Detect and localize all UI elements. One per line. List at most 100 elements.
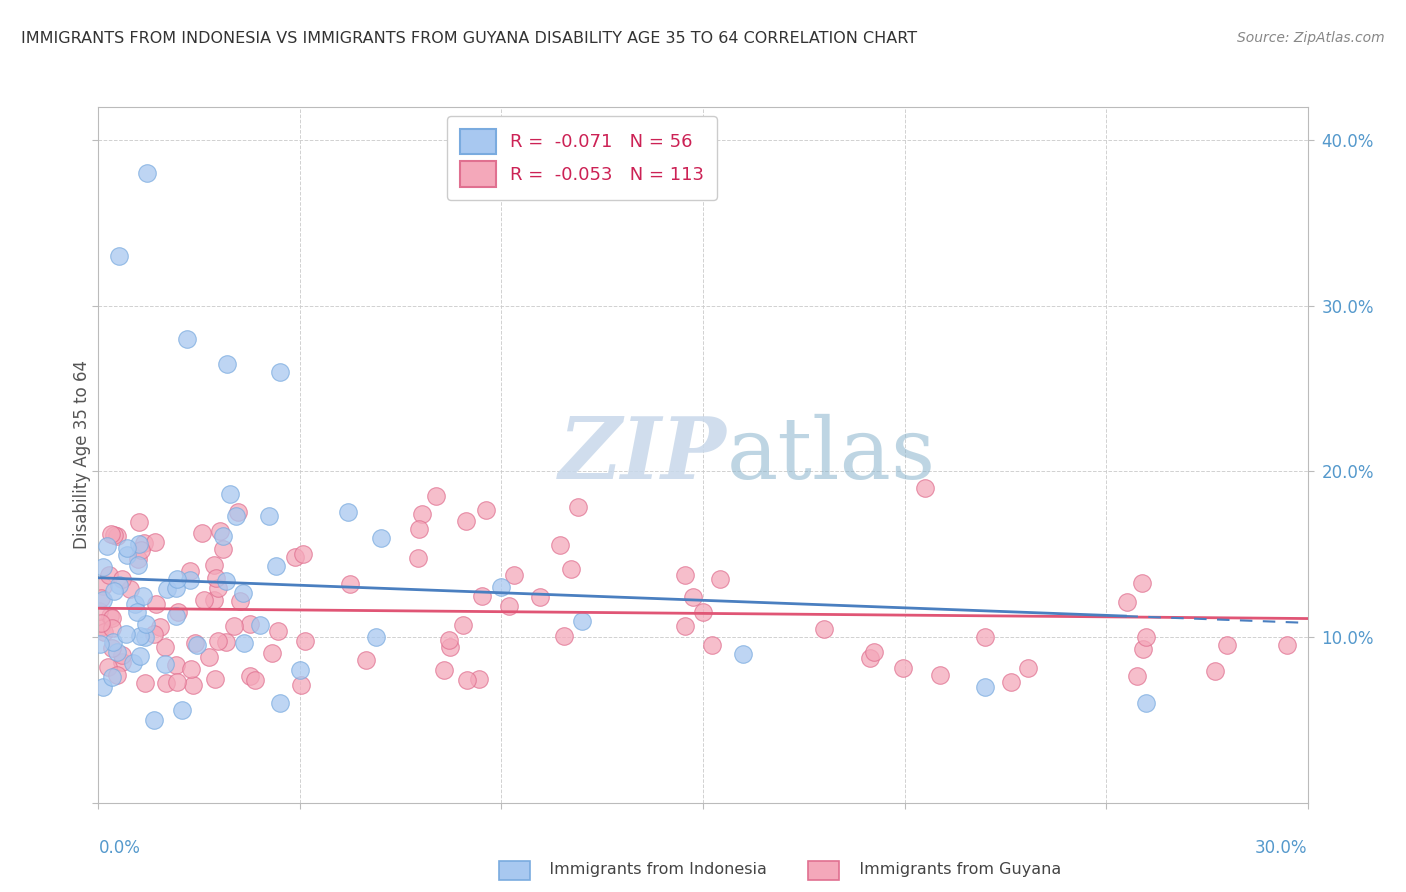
Point (1000, 674, 1022, 689)
Point (702, 638, 724, 652)
Point (134, 631, 156, 645)
Point (239, 617, 262, 632)
Point (439, 632, 461, 647)
Point (120, 582, 142, 596)
Point (243, 673, 266, 688)
Point (149, 620, 172, 634)
Point (115, 541, 138, 555)
Point (215, 635, 238, 649)
Point (142, 627, 165, 641)
Point (228, 593, 250, 607)
Point (101, 670, 124, 684)
Point (673, 619, 696, 633)
Point (91, 680, 114, 694)
Point (288, 663, 311, 677)
Point (262, 646, 284, 660)
Point (456, 673, 478, 687)
Point (165, 608, 187, 623)
Point (284, 550, 307, 565)
Point (135, 617, 157, 632)
Point (1277, 639, 1299, 653)
Point (90, 591, 112, 606)
Point (264, 559, 287, 574)
Point (682, 590, 704, 604)
Point (156, 582, 179, 596)
Point (212, 529, 235, 543)
Point (176, 332, 198, 346)
Text: IMMIGRANTS FROM INDONESIA VS IMMIGRANTS FROM GUYANA DISABILITY AGE 35 TO 64 CORR: IMMIGRANTS FROM INDONESIA VS IMMIGRANTS … (21, 31, 917, 46)
Point (222, 618, 245, 632)
Text: atlas: atlas (727, 413, 936, 497)
Point (179, 573, 201, 587)
Point (101, 635, 124, 649)
Point (181, 678, 204, 692)
Point (498, 599, 520, 613)
Point (202, 558, 225, 572)
Point (471, 589, 494, 603)
Point (128, 516, 150, 530)
Point (571, 614, 593, 628)
Point (560, 562, 582, 576)
Point (165, 581, 187, 595)
Point (172, 703, 194, 717)
Point (1116, 595, 1139, 609)
Point (529, 591, 551, 605)
Point (134, 676, 156, 690)
Point (101, 641, 124, 656)
Point (98, 609, 121, 624)
Point (408, 550, 430, 565)
Point (217, 357, 239, 371)
Text: Immigrants from Indonesia: Immigrants from Indonesia (534, 863, 768, 877)
Point (411, 507, 433, 521)
Point (180, 662, 202, 676)
Text: Source: ZipAtlas.com: Source: ZipAtlas.com (1237, 31, 1385, 45)
Point (692, 605, 714, 619)
Point (337, 505, 360, 519)
Point (553, 629, 575, 643)
Point (1204, 664, 1226, 678)
Point (91, 579, 114, 593)
Point (269, 696, 291, 710)
Point (91, 560, 114, 574)
Point (454, 514, 477, 528)
Point (191, 526, 214, 541)
Point (135, 166, 157, 180)
Point (127, 552, 149, 566)
Point (219, 487, 242, 501)
Point (813, 622, 835, 636)
Point (193, 593, 215, 607)
Point (207, 581, 229, 595)
Point (198, 649, 221, 664)
Point (1135, 630, 1157, 644)
Point (129, 542, 152, 557)
Point (207, 634, 229, 648)
Point (1017, 661, 1039, 675)
Point (90, 616, 112, 631)
Point (356, 653, 378, 667)
Point (208, 524, 231, 538)
Point (129, 629, 152, 643)
Point (101, 610, 124, 624)
Point (503, 568, 526, 582)
Point (1126, 669, 1149, 683)
Point (115, 627, 138, 641)
Point (184, 636, 207, 650)
Point (105, 645, 128, 659)
Point (142, 713, 165, 727)
Point (143, 535, 166, 549)
Point (153, 640, 176, 654)
Point (96, 539, 118, 553)
Point (93, 624, 115, 639)
Legend: R =  -0.071   N = 56, R =  -0.053   N = 113: R = -0.071 N = 56, R = -0.053 N = 113 (447, 116, 717, 200)
Point (1132, 641, 1154, 656)
Point (145, 597, 167, 611)
Point (232, 586, 254, 600)
Point (259, 509, 281, 524)
Point (111, 655, 134, 669)
Point (128, 537, 150, 551)
Point (1130, 575, 1153, 590)
Point (165, 657, 187, 672)
Point (425, 490, 447, 504)
Point (204, 673, 226, 687)
Point (155, 676, 177, 690)
